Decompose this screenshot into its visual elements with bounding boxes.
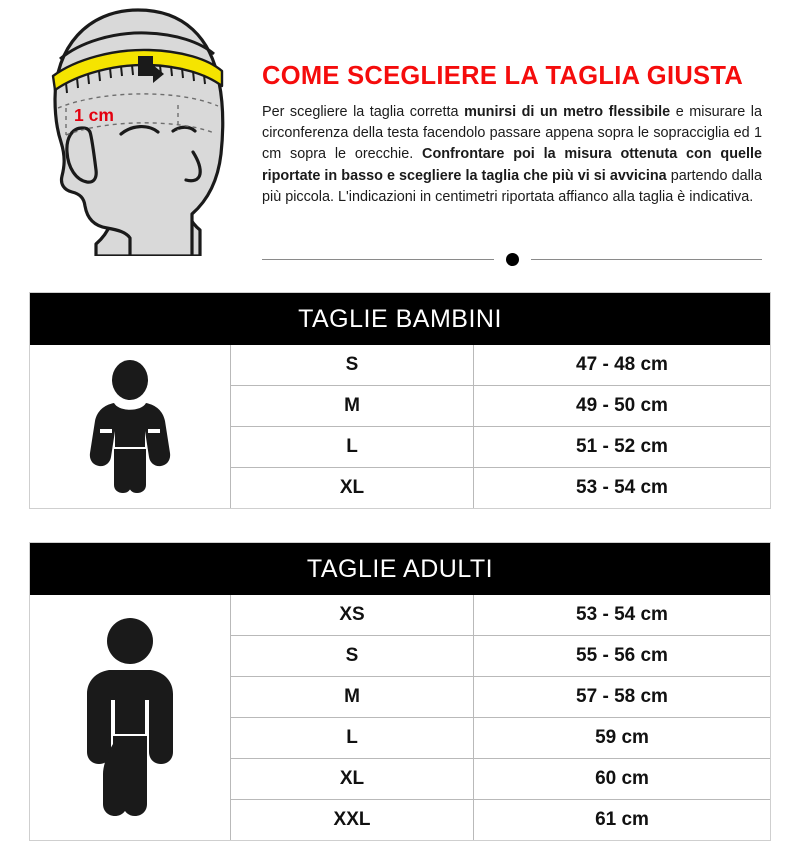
cell-measure: 57 - 58 cm <box>576 686 668 707</box>
table-body-bambini: S 47 - 48 cm M 49 - 50 cm L 51 - 52 cm X… <box>30 345 770 508</box>
table-row: S 47 - 48 cm <box>231 345 770 386</box>
paragraph-bold-run: Confrontare poi la misura ottenuta con q… <box>262 146 762 184</box>
measuring-tape-graphic <box>51 48 224 94</box>
size-table-adulti: TAGLIE ADULTI XS 53 - 54 cm S 5 <box>29 542 771 841</box>
cell-measure: 51 - 52 cm <box>576 436 668 457</box>
child-pictogram-cell <box>30 345 231 508</box>
intro-text-block: COME SCEGLIERE LA TAGLIA GIUSTA Per sceg… <box>262 62 762 208</box>
head-measuring-illustration: 1 cm <box>22 4 260 258</box>
child-size-rows: S 47 - 48 cm M 49 - 50 cm L 51 - 52 cm X… <box>231 345 770 508</box>
section-divider <box>262 250 762 268</box>
cell-size: S <box>231 636 474 676</box>
page-title: COME SCEGLIERE LA TAGLIA GIUSTA <box>262 62 744 90</box>
divider-line-left <box>262 258 494 260</box>
table-row: S 55 - 56 cm <box>231 636 770 677</box>
intro-paragraph: Per scegliere la taglia corretta munirsi… <box>262 102 762 208</box>
table-row: XL 60 cm <box>231 759 770 800</box>
adult-pictogram-cell <box>30 595 231 840</box>
table-header-bambini: TAGLIE BAMBINI <box>30 293 770 345</box>
cell-measure: 60 cm <box>595 768 649 789</box>
adult-pictogram-icon <box>87 617 173 816</box>
cell-measure: 61 cm <box>595 809 649 830</box>
table-row: M 57 - 58 cm <box>231 677 770 718</box>
cell-measure: 53 - 54 cm <box>576 604 668 625</box>
divider-dot <box>505 252 519 266</box>
cell-size: L <box>231 718 474 758</box>
cell-size: XL <box>231 468 474 508</box>
cell-size: L <box>231 427 474 467</box>
tape-label: 1 cm <box>74 105 114 125</box>
size-table-bambini: TAGLIE BAMBINI <box>29 292 771 509</box>
cell-size: XL <box>231 759 474 799</box>
cell-measure: 59 cm <box>595 727 649 748</box>
cell-measure: 55 - 56 cm <box>576 645 668 666</box>
intro-section: 1 cm COME SCEGLIERE LA TAGLIA GIUSTA Per… <box>0 0 800 285</box>
cell-size: XS <box>231 595 474 635</box>
cell-size: M <box>231 677 474 717</box>
paragraph-text-run: Per scegliere la taglia corretta <box>262 104 465 121</box>
divider-line-right <box>530 258 762 260</box>
cell-size: M <box>231 386 474 426</box>
table-row: XL 53 - 54 cm <box>231 468 770 508</box>
paragraph-bold-run: munirsi di un metro flessibile <box>464 104 671 121</box>
table-body-adulti: XS 53 - 54 cm S 55 - 56 cm M 57 - 58 cm … <box>30 595 770 840</box>
cell-measure: 49 - 50 cm <box>576 395 668 416</box>
table-row: L 51 - 52 cm <box>231 427 770 468</box>
paragraph-text-run: partendo dalla più piccola. L'indicazion… <box>262 167 762 205</box>
child-pictogram-icon <box>89 359 171 493</box>
cell-measure: 53 - 54 cm <box>576 477 668 498</box>
cell-measure: 47 - 48 cm <box>576 354 668 375</box>
cell-size: XXL <box>231 800 474 840</box>
table-header-adulti: TAGLIE ADULTI <box>30 543 770 595</box>
paragraph-text-run: e misurare la circonferenza della testa … <box>262 104 762 163</box>
table-row: L 59 cm <box>231 718 770 759</box>
adult-size-rows: XS 53 - 54 cm S 55 - 56 cm M 57 - 58 cm … <box>231 595 770 840</box>
cell-size: S <box>231 345 474 385</box>
table-row: XXL 61 cm <box>231 800 770 840</box>
table-row: XS 53 - 54 cm <box>231 595 770 636</box>
table-row: M 49 - 50 cm <box>231 386 770 427</box>
